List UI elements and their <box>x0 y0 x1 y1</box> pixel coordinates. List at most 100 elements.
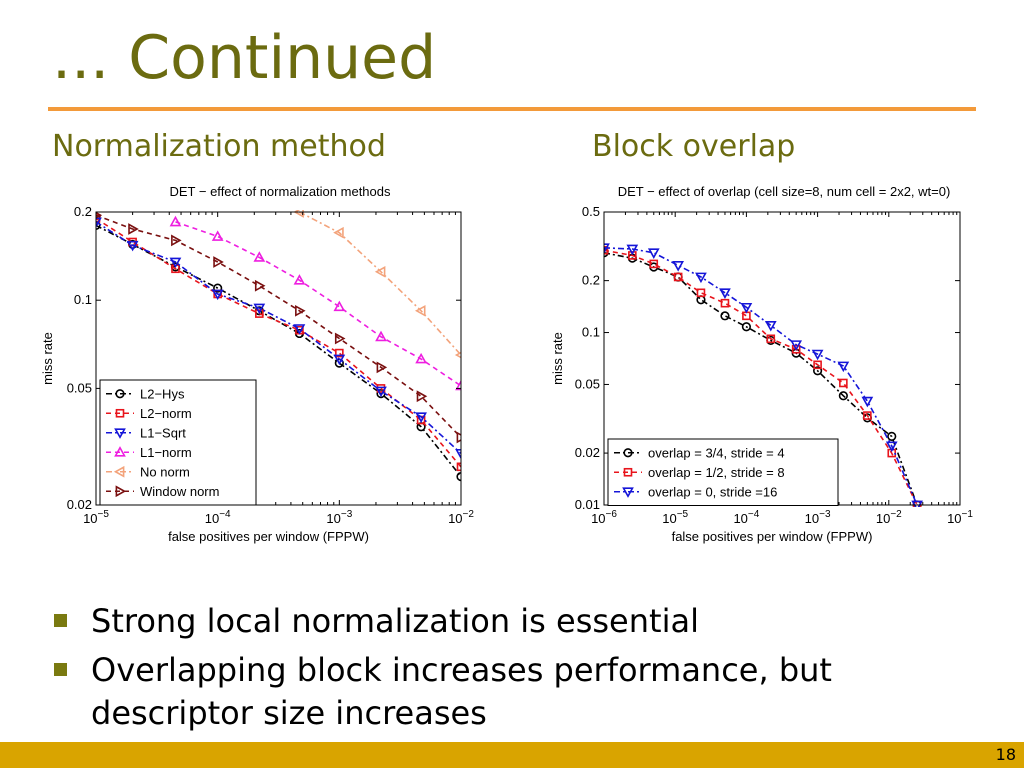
data-point <box>375 386 387 398</box>
series-line <box>96 217 461 468</box>
x-tick-label: 10−2 <box>448 509 474 526</box>
legend-item: overlap = 0, stride =16 <box>614 484 777 499</box>
data-point <box>791 344 801 354</box>
bullet-text: Strong local normalization is essential <box>91 602 699 640</box>
data-point <box>720 311 730 321</box>
data-point <box>838 391 848 401</box>
legend-marker <box>115 389 125 399</box>
y-axis-label: miss rate <box>550 332 565 385</box>
legend-label: L1−norm <box>140 445 192 460</box>
y-tick-label: 0.1 <box>74 292 92 307</box>
data-point <box>213 283 223 293</box>
legend-label: Window norm <box>140 484 219 499</box>
chart-title: DET − effect of normalization methods <box>170 184 391 199</box>
plot-area <box>604 243 923 507</box>
data-point <box>293 274 306 285</box>
x-tick-label: 10−3 <box>326 509 352 526</box>
legend-item: L2−norm <box>106 406 192 421</box>
plot-area <box>96 210 461 482</box>
x-tick-label: 10−3 <box>805 509 831 526</box>
data-point <box>811 349 824 361</box>
legend-item: No norm <box>106 464 190 479</box>
legend-marker <box>622 487 634 498</box>
data-point <box>885 441 898 453</box>
data-point <box>374 265 386 278</box>
overlap-det-chart: DET − effect of overlap (cell size=8, nu… <box>550 184 973 544</box>
data-point <box>455 449 461 460</box>
data-point <box>861 396 874 408</box>
chart-title: DET − effect of overlap (cell size=8, nu… <box>618 184 951 199</box>
legend-marker <box>115 408 125 418</box>
legend-label: overlap = 0, stride =16 <box>648 484 777 499</box>
legend-box <box>607 438 839 506</box>
data-point <box>839 378 848 388</box>
bullet-text: Overlapping block increases performance,… <box>91 651 832 733</box>
series-line <box>96 214 461 439</box>
x-tick-label: 10−1 <box>947 509 973 526</box>
legend-label: No norm <box>140 464 190 479</box>
x-tick-label: 10−5 <box>83 509 109 526</box>
data-point <box>456 472 461 482</box>
data-point <box>626 244 639 256</box>
data-point <box>887 431 897 441</box>
y-tick-label: 0.2 <box>582 273 600 288</box>
data-point <box>333 226 344 239</box>
data-point <box>334 332 346 345</box>
legend-label: L2−norm <box>140 406 192 421</box>
data-point <box>647 248 660 259</box>
legend-marker <box>114 446 126 457</box>
data-point <box>211 230 224 241</box>
normalization-det-chart: DET − effect of normalization methods 10−… <box>40 184 474 544</box>
data-point <box>672 261 685 272</box>
data-point <box>766 334 776 344</box>
y-tick-label: 0.01 <box>575 497 600 512</box>
data-point <box>253 303 266 315</box>
data-point <box>293 324 306 335</box>
legend-item: Window norm <box>106 484 219 499</box>
data-point <box>126 240 139 252</box>
legend-marker <box>113 465 125 478</box>
series-group <box>169 215 461 391</box>
data-point <box>695 272 707 284</box>
bullet-item: Strong local normalization is essential <box>54 600 954 643</box>
bullet-marker <box>54 663 67 677</box>
data-point <box>254 279 266 292</box>
bullet-item: Overlapping block increases performance,… <box>54 649 954 735</box>
y-tick-label: 0.05 <box>67 380 92 395</box>
legend: L2−Hys L2−norm L1−Sqrt L1−norm No norm Window… <box>99 379 257 506</box>
data-point <box>376 361 388 374</box>
legend: overlap = 3/4, stride = 4 overlap = 1/2, … <box>607 438 839 506</box>
data-point <box>375 330 387 342</box>
data-point <box>813 366 823 376</box>
legend-label: overlap = 1/2, stride = 8 <box>648 465 785 480</box>
data-point <box>673 272 683 282</box>
x-tick-label: 10−4 <box>205 509 231 526</box>
series-line <box>96 221 461 454</box>
bullet-marker <box>54 614 67 627</box>
legend-item: overlap = 1/2, stride = 8 <box>614 465 785 480</box>
series-line <box>175 221 461 387</box>
slide-title: ... Continued <box>52 23 437 93</box>
bullet-list: Strong local normalization is essential … <box>54 600 954 742</box>
data-point <box>416 390 428 403</box>
block-overlap-heading: Block overlap <box>592 129 796 164</box>
data-point <box>333 354 346 366</box>
normalization-heading: Normalization method <box>52 129 386 164</box>
data-point <box>604 245 609 255</box>
x-tick-label: 10−4 <box>733 509 759 526</box>
data-point <box>863 411 872 420</box>
y-tick-label: 0.1 <box>582 325 600 340</box>
legend-label: L2−Hys <box>140 386 185 401</box>
x-tick-label: 10−2 <box>876 509 902 526</box>
series-line <box>604 247 918 506</box>
data-point <box>604 243 610 254</box>
data-point <box>253 251 266 262</box>
data-point <box>255 309 264 318</box>
legend-marker <box>623 448 633 458</box>
legend-box <box>99 379 257 506</box>
data-point <box>837 361 850 373</box>
y-tick-label: 0.02 <box>67 497 92 512</box>
data-point <box>415 412 427 423</box>
series-group <box>604 243 923 507</box>
x-tick-label: 10−5 <box>662 509 688 526</box>
